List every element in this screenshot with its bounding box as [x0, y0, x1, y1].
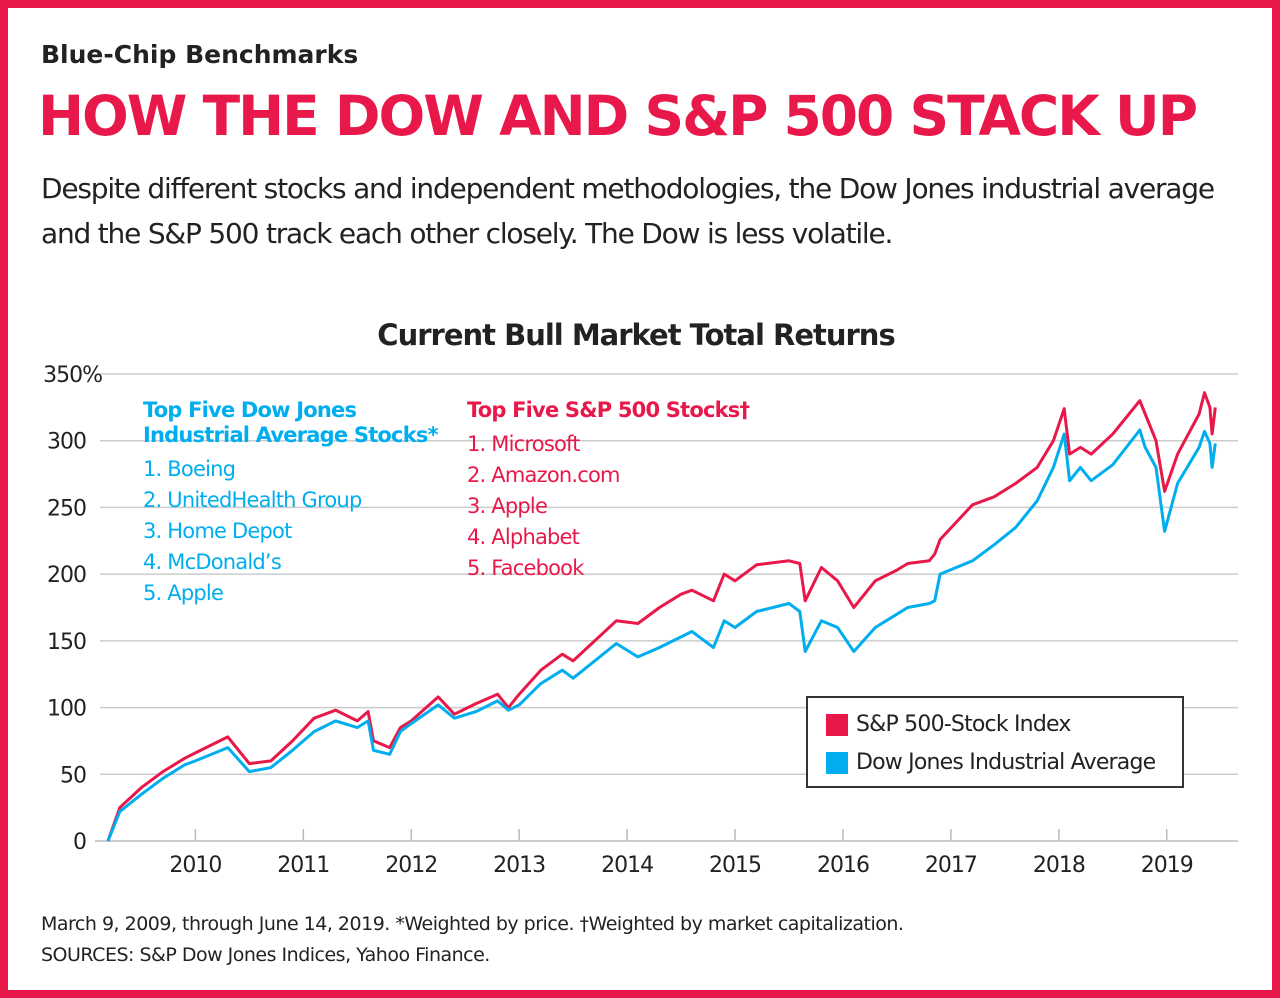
- chart-title: Current Bull Market Total Returns: [377, 318, 895, 352]
- y-tick-label: 100: [47, 697, 86, 722]
- x-tick-label: 2010: [169, 853, 221, 878]
- list-item: 4. McDonald’s: [143, 550, 282, 574]
- list-item: 5. Apple: [143, 581, 224, 605]
- dow-swatch-icon: [826, 751, 848, 774]
- list-item: 3. Home Depot: [143, 519, 292, 543]
- list-item: 5. Facebook: [467, 556, 584, 580]
- y-tick-label: 50: [60, 763, 86, 788]
- legend-item-sp: S&P 500-Stock Index: [826, 712, 1071, 737]
- x-tick-label: 2018: [1033, 853, 1085, 878]
- headline: HOW THE DOW AND S&P 500 STACK UP: [38, 84, 1198, 148]
- sp-swatch-icon: [826, 713, 848, 736]
- list-item: 1. Boeing: [143, 457, 236, 481]
- y-tick-label: 200: [47, 563, 86, 588]
- list-item: 4. Alphabet: [467, 525, 580, 549]
- dow-list-heading: Top Five Dow Jones Industrial Average St…: [143, 398, 439, 448]
- x-tick-label: 2011: [277, 853, 329, 878]
- dow-heading-line1: Top Five Dow Jones: [143, 398, 357, 422]
- dow-heading-line2: Industrial Average Stocks*: [143, 423, 439, 447]
- y-tick-label: 0: [73, 830, 86, 855]
- dek: Despite different stocks and independent…: [41, 172, 1215, 250]
- legend-label-dow: Dow Jones Industrial Average: [856, 750, 1156, 775]
- x-tick-label: 2013: [493, 853, 545, 878]
- sources: SOURCES: S&P Dow Jones Indices, Yahoo Fi…: [41, 944, 490, 966]
- sp-500-line: [106, 391, 1217, 842]
- y-tick-label: 250: [47, 496, 86, 521]
- x-tick-label: 2015: [709, 853, 761, 878]
- footnote: March 9, 2009, through June 14, 2019. *W…: [41, 913, 904, 935]
- y-tick-label: 300: [47, 430, 86, 455]
- dow-top-five-list: Top Five Dow Jones Industrial Average St…: [143, 398, 439, 609]
- list-item: 3. Apple: [467, 494, 548, 518]
- list-item: 2. UnitedHealth Group: [143, 488, 362, 512]
- x-tick-label: 2012: [385, 853, 437, 878]
- y-tick-label: 350%: [43, 363, 102, 388]
- kicker: Blue-Chip Benchmarks: [41, 40, 359, 69]
- sp-top-five-list: Top Five S&P 500 Stocks† 1. Microsoft 2.…: [467, 398, 750, 584]
- y-tick-label: 150: [47, 630, 86, 655]
- list-item: 2. Amazon.com: [467, 463, 621, 487]
- legend-label-sp: S&P 500-Stock Index: [856, 712, 1071, 737]
- x-tick-label: 2019: [1141, 853, 1193, 878]
- legend: S&P 500-Stock Index Dow Jones Industrial…: [806, 696, 1184, 788]
- list-item: 1. Microsoft: [467, 432, 580, 456]
- x-tick-label: 2016: [817, 853, 869, 878]
- legend-item-dow: Dow Jones Industrial Average: [826, 750, 1156, 775]
- x-tick-label: 2014: [601, 853, 653, 878]
- x-tick-label: 2017: [925, 853, 977, 878]
- sp-list-heading: Top Five S&P 500 Stocks†: [467, 398, 750, 422]
- dow-line: [106, 428, 1217, 842]
